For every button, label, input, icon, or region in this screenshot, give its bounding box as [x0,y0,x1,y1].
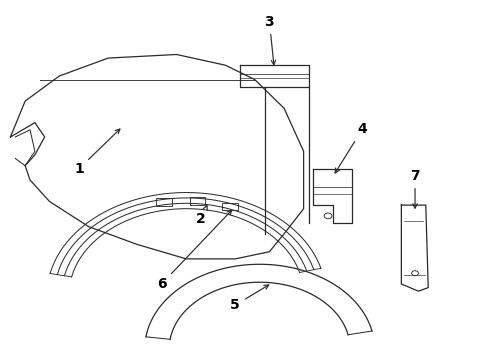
Text: 5: 5 [230,285,269,312]
Text: 6: 6 [157,210,232,291]
Text: 2: 2 [196,206,207,226]
Text: 4: 4 [335,122,367,173]
Text: 3: 3 [265,15,276,65]
Text: 1: 1 [74,129,120,176]
Text: 7: 7 [410,169,420,208]
